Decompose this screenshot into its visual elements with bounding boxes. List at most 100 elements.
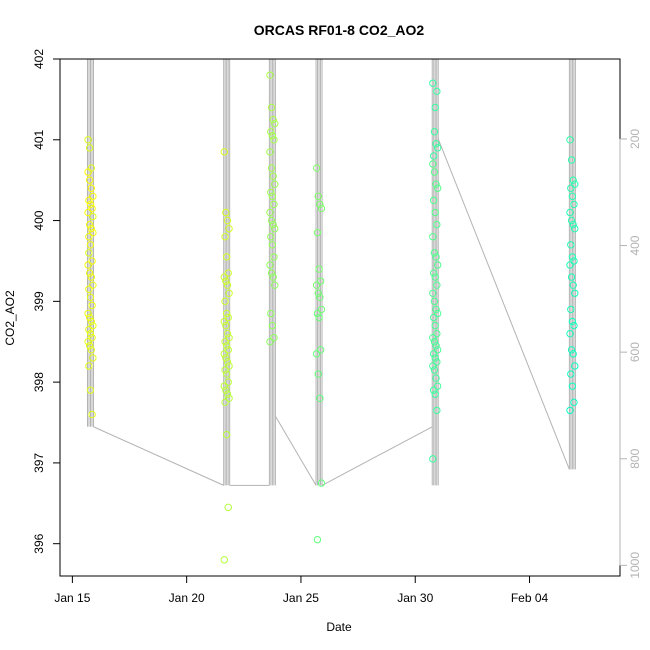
data-point bbox=[569, 176, 577, 184]
data-point bbox=[87, 346, 95, 354]
data-point bbox=[429, 350, 438, 358]
data-point bbox=[267, 309, 275, 318]
data-point bbox=[433, 406, 441, 415]
data-point bbox=[568, 253, 577, 261]
data-point bbox=[432, 140, 440, 148]
data-point bbox=[433, 329, 441, 338]
data-point bbox=[84, 208, 92, 217]
data-point bbox=[570, 398, 578, 407]
data-point bbox=[567, 241, 575, 249]
data-point bbox=[85, 220, 94, 229]
data-point bbox=[220, 273, 228, 281]
y-tick-label: 400 bbox=[32, 210, 46, 230]
data-point bbox=[313, 228, 322, 237]
data-point bbox=[316, 346, 325, 354]
data-point bbox=[88, 257, 96, 265]
x-axis: Jan 15 Jan 20 Jan 25 Jan 30 Feb 04 bbox=[54, 576, 549, 605]
x-tick-label: Jan 25 bbox=[283, 591, 319, 605]
secondary-tick-label: 200 bbox=[628, 129, 642, 149]
data-point bbox=[225, 394, 233, 402]
data-point bbox=[429, 313, 438, 322]
data-point bbox=[222, 386, 230, 394]
data-point bbox=[224, 313, 232, 322]
altitude-transit-line bbox=[437, 138, 570, 470]
data-point bbox=[571, 362, 579, 370]
data-point bbox=[431, 103, 439, 112]
y-tick-label: 398 bbox=[32, 372, 46, 392]
data-point bbox=[316, 293, 324, 302]
data-point bbox=[88, 333, 96, 342]
data-point bbox=[433, 309, 442, 318]
data-point bbox=[316, 277, 325, 285]
data-point bbox=[225, 362, 233, 370]
data-point bbox=[314, 192, 322, 201]
data-point bbox=[85, 362, 93, 370]
data-point bbox=[85, 196, 93, 205]
data-point bbox=[87, 164, 95, 172]
y-tick-label: 402 bbox=[32, 49, 46, 69]
data-point bbox=[222, 430, 231, 439]
data-point bbox=[267, 128, 275, 136]
data-point bbox=[429, 269, 438, 277]
altitude-transit-line bbox=[93, 426, 224, 486]
data-point bbox=[224, 269, 232, 277]
data-point bbox=[571, 180, 579, 188]
data-point bbox=[86, 200, 95, 209]
data-point bbox=[433, 144, 442, 152]
data-point bbox=[429, 196, 438, 205]
secondary-tick-label: 600 bbox=[628, 342, 642, 362]
data-point bbox=[222, 370, 231, 378]
data-point bbox=[266, 148, 274, 156]
data-point bbox=[223, 281, 232, 289]
data-point bbox=[313, 309, 322, 318]
secondary-tick-label: 400 bbox=[628, 235, 642, 255]
data-point bbox=[433, 184, 442, 192]
data-point bbox=[429, 362, 437, 370]
data-point bbox=[430, 168, 439, 176]
data-point bbox=[432, 342, 440, 350]
data-point bbox=[315, 313, 323, 322]
data-point bbox=[314, 370, 322, 378]
data-point bbox=[566, 261, 574, 269]
data-point bbox=[429, 160, 437, 168]
data-point bbox=[87, 317, 95, 326]
data-point bbox=[429, 233, 437, 241]
data-point bbox=[87, 184, 95, 192]
data-point bbox=[568, 317, 577, 326]
altitude-transit-line bbox=[321, 426, 433, 486]
data-point bbox=[87, 224, 95, 233]
secondary-tick-label: 1000 bbox=[628, 552, 642, 579]
data-point bbox=[85, 249, 93, 257]
series-layer bbox=[84, 59, 579, 564]
data-point bbox=[220, 317, 228, 326]
data-point bbox=[567, 370, 575, 378]
data-point bbox=[316, 394, 324, 402]
data-point bbox=[432, 180, 440, 188]
data-point bbox=[433, 346, 442, 354]
data-point bbox=[567, 216, 576, 225]
data-point bbox=[432, 253, 440, 261]
data-point bbox=[88, 410, 96, 419]
data-point bbox=[312, 281, 321, 289]
y-tick-label: 396 bbox=[32, 533, 46, 553]
data-point bbox=[268, 192, 277, 201]
data-point bbox=[431, 321, 439, 330]
data-point bbox=[432, 305, 440, 314]
data-point bbox=[269, 115, 277, 124]
x-axis-label: Date bbox=[326, 620, 352, 634]
data-point bbox=[568, 382, 577, 390]
data-point bbox=[222, 309, 231, 318]
data-point bbox=[430, 297, 439, 306]
data-point bbox=[224, 378, 232, 386]
data-point bbox=[269, 220, 277, 229]
data-point bbox=[84, 309, 92, 318]
data-point bbox=[270, 136, 278, 144]
data-point bbox=[312, 164, 321, 172]
data-point bbox=[224, 503, 232, 512]
data-point bbox=[429, 79, 437, 87]
data-point bbox=[430, 338, 439, 346]
data-point bbox=[87, 273, 95, 281]
data-point bbox=[85, 269, 94, 277]
data-point bbox=[433, 261, 442, 269]
